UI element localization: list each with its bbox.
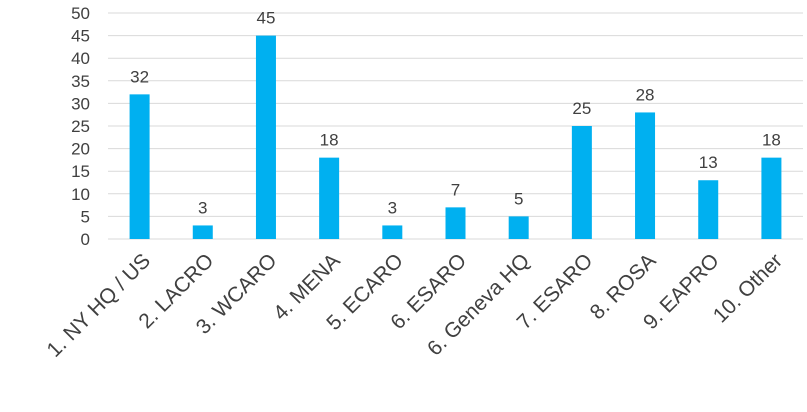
bar: [319, 157, 340, 239]
data-label: 3: [388, 198, 397, 217]
x-category-label: 1. NY HQ / US: [43, 249, 156, 362]
data-label: 13: [699, 153, 718, 172]
x-category-label: 10. Other: [709, 249, 787, 327]
bar: [192, 225, 213, 239]
data-label: 45: [256, 9, 275, 28]
y-tick-label: 25: [71, 117, 90, 136]
data-label: 32: [130, 67, 149, 86]
data-label: 3: [198, 198, 207, 217]
y-tick-label: 50: [71, 4, 90, 23]
bar: [129, 94, 150, 239]
y-axis-tick-labels: 0 5 10 15 20 25 30 35 40 45 50: [71, 4, 90, 249]
y-tick-label: 20: [71, 140, 90, 159]
data-label: 18: [762, 131, 781, 150]
data-labels: 32 3 45 18 3 7 5 25 28 13 18: [130, 9, 781, 218]
data-label: 18: [320, 131, 339, 150]
bar: [635, 112, 656, 239]
bars: [129, 35, 782, 239]
data-label: 7: [451, 180, 460, 199]
data-label: 5: [514, 189, 523, 208]
bar: [445, 207, 466, 239]
y-tick-label: 45: [71, 27, 90, 46]
bar: [571, 126, 592, 239]
y-tick-label: 35: [71, 72, 90, 91]
bar: [761, 157, 782, 239]
y-tick-label: 15: [71, 162, 90, 181]
y-tick-label: 0: [81, 230, 90, 249]
y-tick-label: 40: [71, 49, 90, 68]
y-tick-label: 30: [71, 94, 90, 113]
gridlines: [108, 12, 803, 240]
bar: [508, 216, 529, 239]
bar: [382, 225, 403, 239]
bar: [698, 180, 719, 239]
y-tick-label: 10: [71, 185, 90, 204]
data-label: 28: [636, 85, 655, 104]
bar: [255, 35, 276, 239]
y-tick-label: 5: [81, 207, 90, 226]
data-label: 25: [572, 99, 591, 118]
